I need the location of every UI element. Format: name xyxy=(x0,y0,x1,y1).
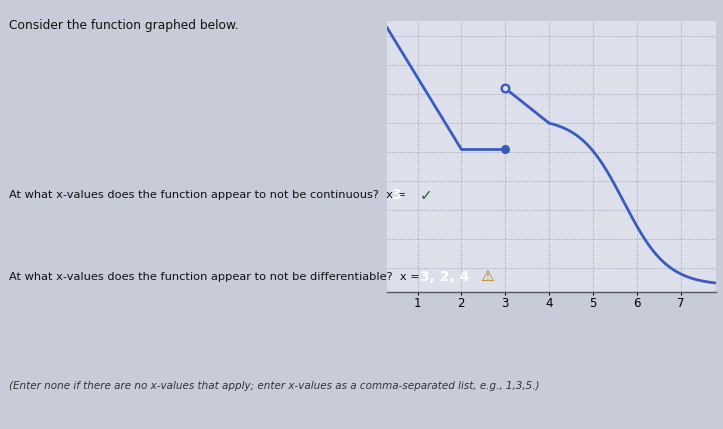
Text: ✓: ✓ xyxy=(419,188,432,202)
Text: 3: 3 xyxy=(391,188,401,202)
Text: At what x-values does the function appear to not be differentiable?  x =: At what x-values does the function appea… xyxy=(9,272,420,282)
Text: At what x-values does the function appear to not be continuous?  x =: At what x-values does the function appea… xyxy=(9,190,406,200)
Text: (Enter none if there are no x-values that apply; enter x-values as a comma-separ: (Enter none if there are no x-values tha… xyxy=(9,381,540,391)
Text: 3, 2, 4: 3, 2, 4 xyxy=(420,270,469,284)
Text: ⚠: ⚠ xyxy=(480,269,494,284)
Text: Consider the function graphed below.: Consider the function graphed below. xyxy=(9,19,239,32)
